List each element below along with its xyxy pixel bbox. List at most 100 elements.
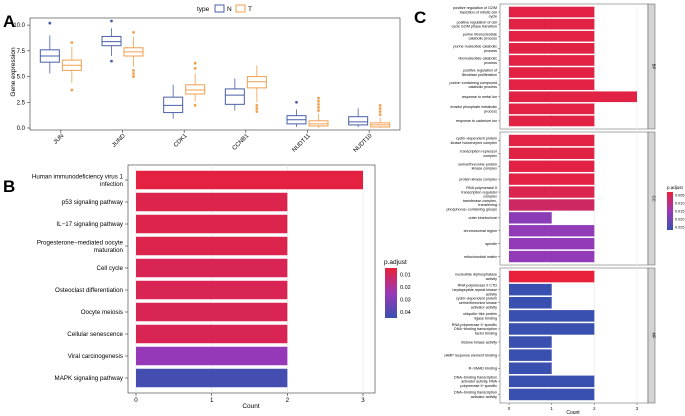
box-outlier [378, 113, 382, 117]
box-n [348, 116, 369, 126]
bar [136, 236, 288, 256]
y-tick-label: Human immunodeficiency virus 1 infection [32, 174, 124, 188]
y-tick-label: Cell cycle [97, 265, 124, 272]
box-n [163, 96, 184, 114]
colorbar-gradient [667, 192, 673, 230]
bar [509, 134, 595, 147]
colorbar-labels: 0.005 0.010 0.015 0.020 0.025 [675, 194, 685, 230]
bar [136, 170, 363, 190]
panel-a: A 0.02.55.07.510.0 Gene expression JUN JU… [3, 4, 401, 154]
y-tick-label: cyclin−dependent protein serine/threonine… [456, 297, 497, 310]
legend-label-t: T [248, 6, 252, 13]
facet-strip [647, 3, 656, 130]
x-tick-label: JUN [53, 133, 65, 145]
bar [136, 368, 288, 388]
bar [509, 67, 595, 78]
x-tick-label: 3 [361, 397, 365, 404]
y-tick-label: 7.5 [17, 49, 26, 55]
facet-bp: BP positive regulation of G2/M transition … [450, 3, 657, 130]
bar [509, 362, 552, 375]
box-outlier [132, 72, 135, 75]
bar [509, 115, 595, 127]
facet-strip [647, 131, 656, 266]
legend-key-t [235, 4, 246, 13]
bar [509, 225, 595, 237]
colorbar-gradient [385, 268, 397, 318]
panel-a-boxes [39, 19, 391, 128]
panel-c-colorbar: p.adjust 0.005 0.010 0.015 0.020 0.025 [667, 185, 685, 230]
bar [509, 43, 595, 54]
panel-a-y-ticks: 0.0 2.5 5.0 7.5 10.0 [13, 23, 30, 132]
y-tick-label: response to metal ion [462, 95, 497, 99]
panel-b-colorbar: p.adjust 0.01 0.02 0.03 0.04 [384, 259, 411, 318]
colorbar-label: 0.02 [400, 285, 411, 291]
bar [136, 324, 288, 344]
legend-label-n: N [227, 6, 232, 13]
y-tick-label: cAMP response element binding [444, 353, 497, 357]
bar [509, 270, 595, 283]
bar [509, 349, 552, 361]
colorbar-label: 0.010 [675, 202, 685, 206]
x-tick-label: JUND [111, 133, 127, 149]
panel-b-label: B [3, 177, 15, 196]
colorbar-title: p.adjust [384, 259, 407, 266]
panel-b-y-labels: Human immunodeficiency virus 1 infection p… [32, 174, 128, 382]
y-tick-label: transcription repressor complex [460, 149, 497, 157]
box-outlier [48, 21, 52, 25]
y-tick-label: RNA polymerase II CTD heptapeptide repeat… [453, 284, 498, 297]
y-tick-label: IL−17 signaling pathway [56, 221, 123, 228]
bar [509, 375, 595, 388]
y-tick-label: inositol phosphate metabolic process [450, 105, 497, 113]
bar [509, 18, 595, 30]
y-tick-label: R−SMAD binding [469, 367, 497, 371]
box-outlier [317, 109, 320, 112]
x-tick-label: 2 [593, 406, 596, 411]
y-tick-label: serine/threonine protein kinase complex [458, 162, 497, 170]
bar [509, 323, 595, 335]
facet-cc: CC cyclin−dependent protein kinase holoenz… [446, 131, 657, 266]
x-tick-label: NUDT10 [353, 133, 374, 154]
box-outlier [317, 102, 320, 106]
box-outlier [193, 61, 197, 65]
box-outlier [255, 107, 259, 110]
bar [509, 6, 595, 18]
x-tick-label: 3 [636, 406, 639, 411]
y-tick-label: Osteoclast differentiation [55, 287, 124, 294]
colorbar-label: 0.025 [675, 225, 685, 229]
facet-strip-label: MF [652, 332, 657, 338]
panel-b: B Human immunodeficiency virus 1 infectio… [3, 164, 411, 410]
colorbar-label: 0.015 [675, 210, 685, 214]
panel-a-x-labels: JUN JUND CDK1 CCNB1 NUDT11 NUDT10 [53, 130, 374, 154]
y-tick-label: purine nucleotide catabolic process [453, 44, 497, 52]
box-n [224, 88, 245, 105]
facet-strip [647, 267, 656, 404]
x-tick-label: CCNB1 [232, 133, 251, 152]
x-tick-label: 1 [550, 406, 553, 411]
y-tick-label: 10.0 [13, 23, 25, 29]
colorbar-label: 0.020 [675, 217, 685, 221]
panel-c-x-axis-title: Count [566, 410, 580, 416]
bar [509, 336, 552, 348]
y-tick-label: DNA−binding transcription activator activ… [454, 391, 497, 399]
bar [509, 55, 595, 66]
panel-b-x-axis-title: Count [242, 403, 260, 410]
y-tick-label: histone kinase activity [461, 340, 497, 344]
box-outlier [193, 103, 197, 107]
bar [509, 237, 595, 250]
panel-b-x-ticks: 0 1 2 3 [134, 393, 365, 404]
bar [509, 30, 595, 42]
bar [509, 91, 637, 103]
bar [136, 280, 288, 300]
bar [509, 250, 595, 263]
x-tick-label: NUDT11 [291, 133, 312, 154]
bar [136, 192, 288, 212]
facet-mf: MF nucleotide diphosphatase activity RNA po… [444, 267, 657, 404]
y-tick-label: Cellular senescence [67, 331, 123, 338]
x-tick-label: CDK1 [173, 133, 189, 149]
y-tick-label: MAPK signaling pathway [55, 375, 124, 382]
box-outlier [132, 69, 135, 72]
y-tick-label: 5.0 [17, 75, 26, 81]
box-outlier [255, 103, 259, 107]
box-outlier [317, 106, 320, 109]
